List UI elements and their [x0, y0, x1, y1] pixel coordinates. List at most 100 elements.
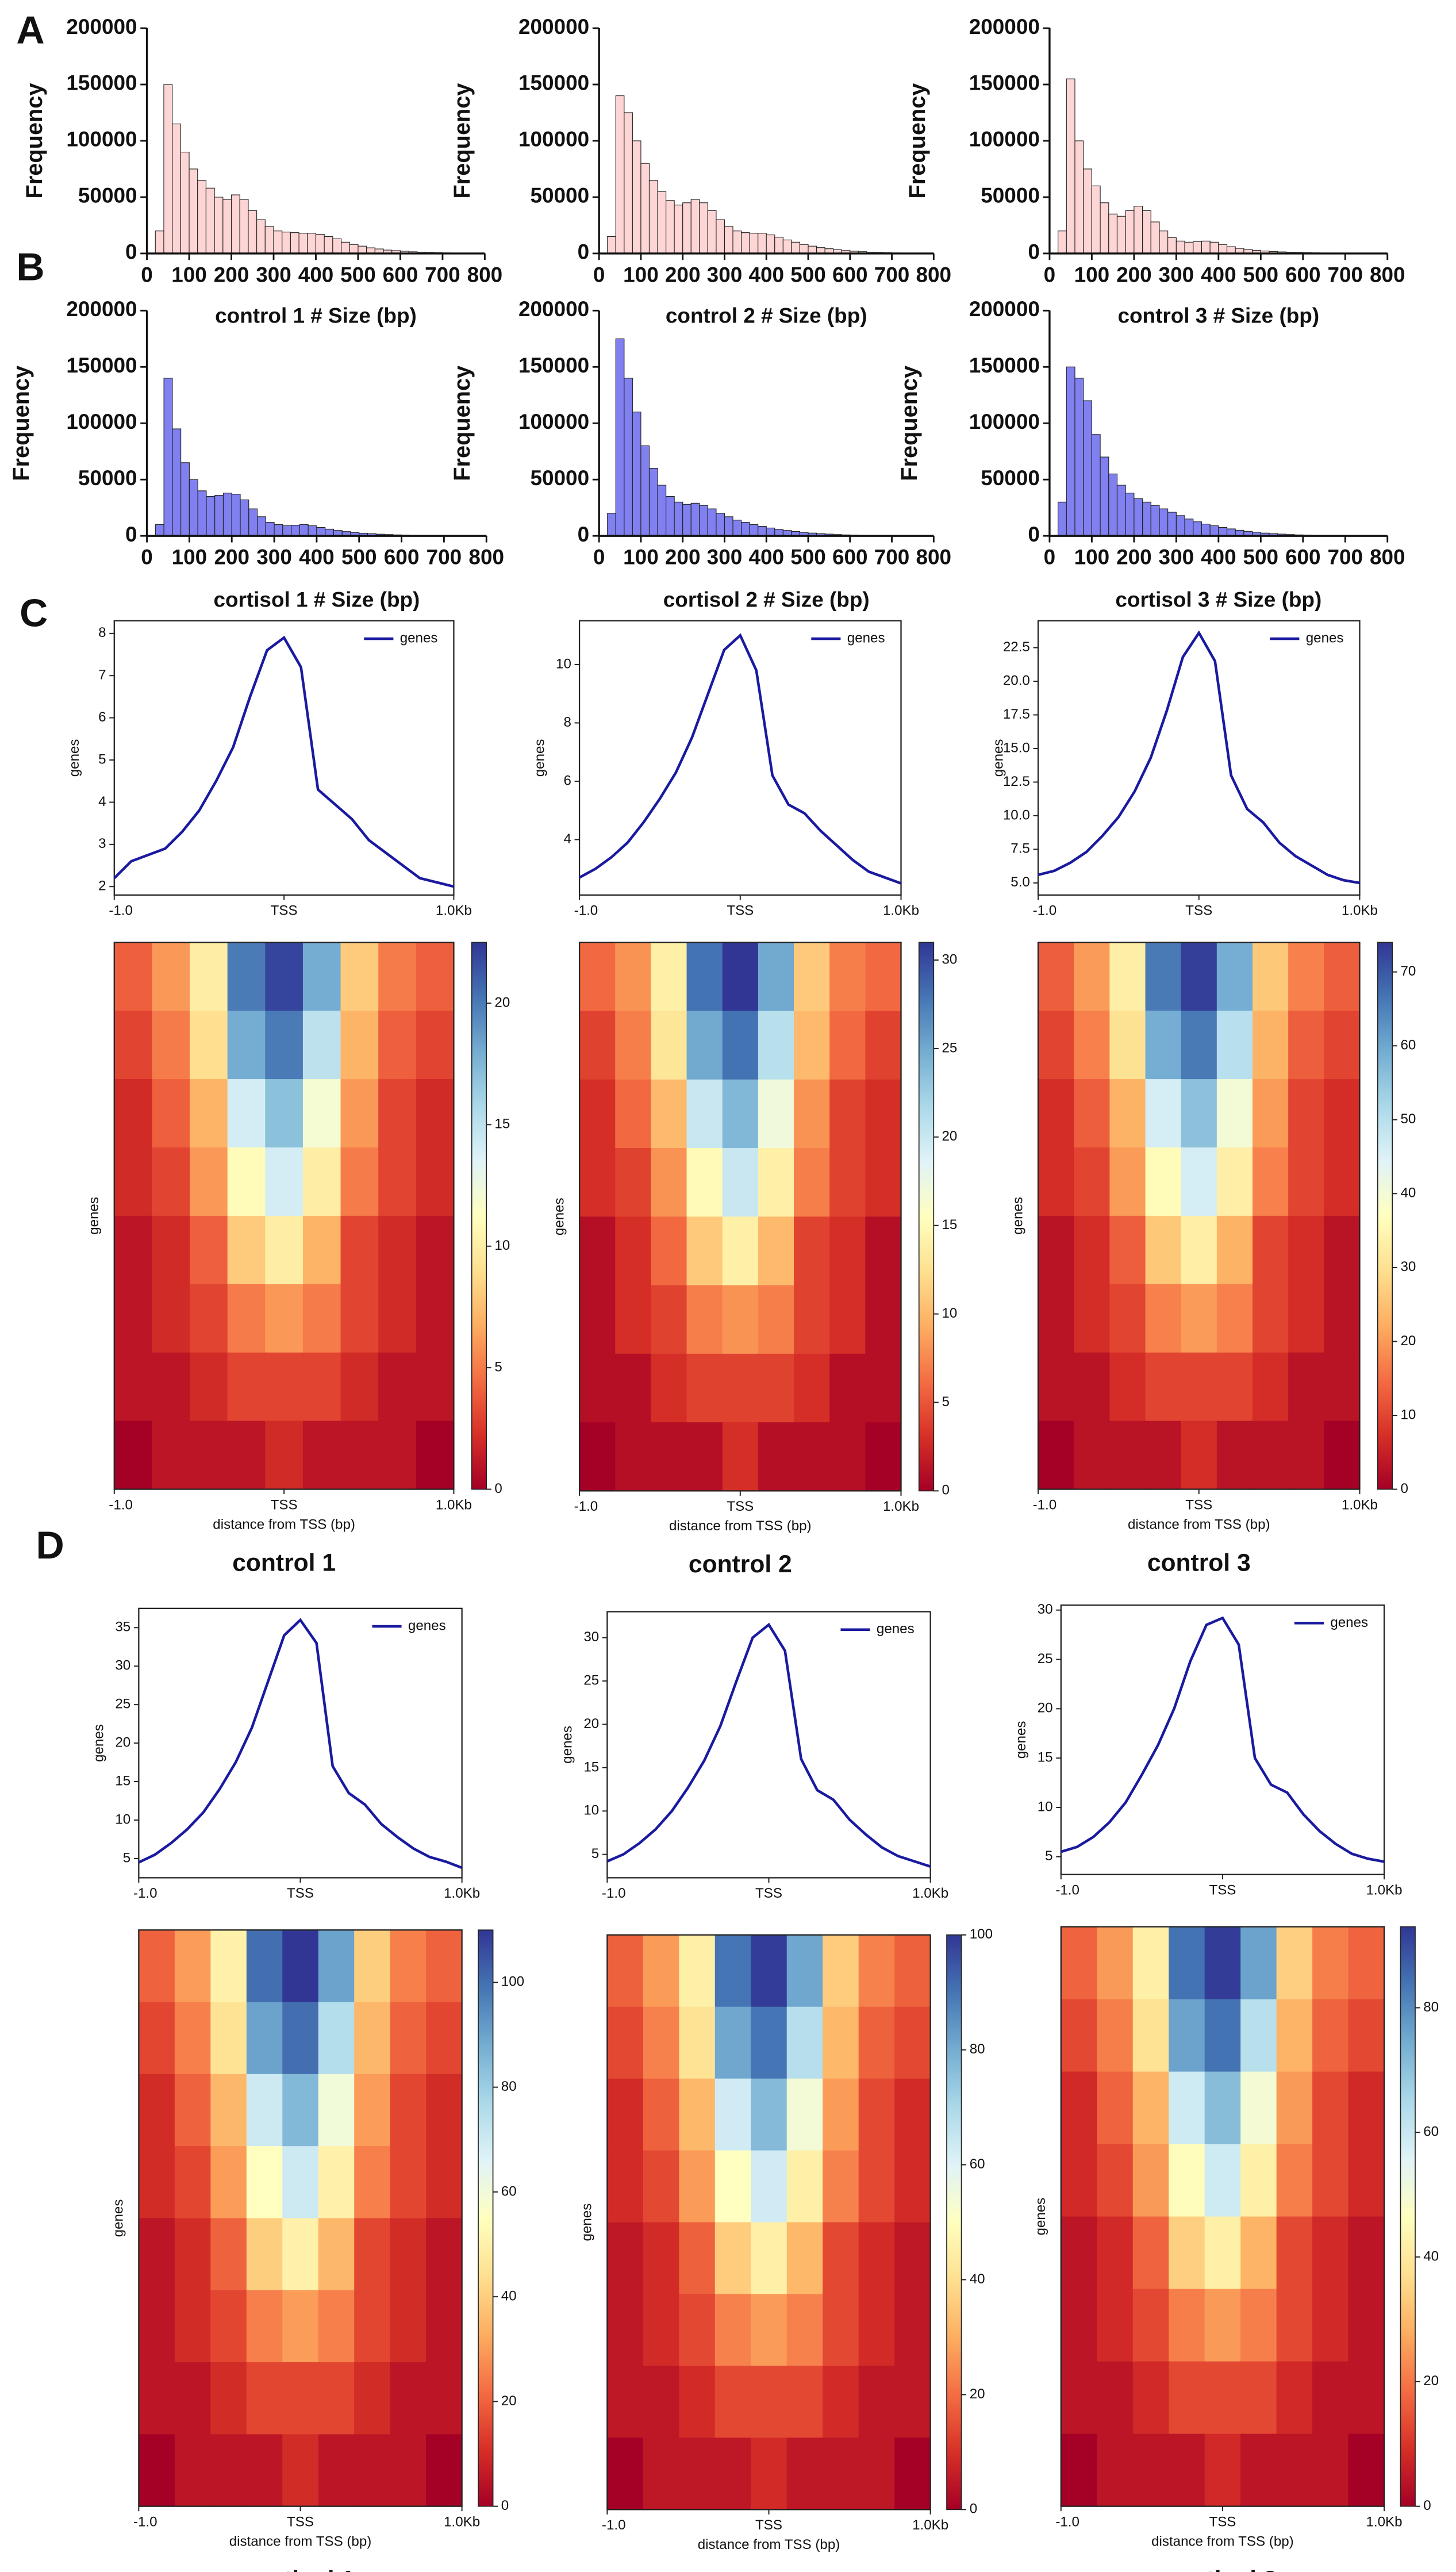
panel-label: B	[16, 245, 44, 289]
heatmap-cell	[1204, 2144, 1242, 2217]
heatmap-cell	[1109, 942, 1146, 1012]
x-tick-label: 0	[1044, 546, 1056, 569]
heatmap-cell	[1097, 2144, 1134, 2217]
colorbar-tick-label: 40	[1423, 2248, 1439, 2264]
x-tick-label: TSS	[287, 2514, 314, 2529]
histogram-bar	[214, 495, 224, 536]
histogram-bar	[256, 219, 266, 254]
heatmap-cell	[210, 2362, 247, 2435]
histogram-bar	[615, 95, 625, 254]
y-tick-label: 6	[563, 773, 571, 788]
heatmap-cell	[1252, 1421, 1289, 1490]
histogram-bar	[298, 233, 308, 254]
x-tick-label: 800	[467, 263, 503, 286]
histogram-bar	[732, 231, 742, 254]
y-tick-label: 12.5	[1003, 774, 1030, 789]
y-tick-label: 10.0	[1003, 807, 1030, 823]
histogram-bar	[206, 496, 216, 536]
histogram-bar	[607, 236, 616, 254]
histogram-bar	[774, 236, 783, 254]
heatmap-cell	[714, 2294, 752, 2367]
x-tick-label: 500	[341, 546, 377, 569]
x-axis-label: control 3 # Size (bp)	[1117, 304, 1319, 327]
heatmap-cell	[1109, 1147, 1146, 1216]
histogram-bar	[1108, 213, 1118, 254]
y-tick-label: 20	[583, 1716, 599, 1732]
colorbar	[1377, 942, 1393, 1490]
histogram-bar	[640, 445, 650, 536]
heatmap-cell	[210, 1930, 247, 2003]
y-tick-label: 10	[115, 1811, 130, 1827]
y-tick-label: 30	[115, 1658, 130, 1673]
histogram-bar	[1218, 527, 1228, 536]
heatmap-cell	[714, 1934, 752, 2007]
heatmap-cell	[1240, 2433, 1277, 2507]
x-tick-label: -1.0	[133, 1886, 157, 1901]
x-tick-label: -1.0	[574, 1499, 598, 1514]
histogram-bar	[1209, 241, 1219, 254]
heatmap-cell	[1288, 1421, 1325, 1490]
histogram-bar	[648, 179, 658, 254]
x-tick-label: 500	[790, 263, 826, 286]
y-axis-label: Frequency	[905, 83, 930, 198]
heatmap-cell	[1348, 1999, 1385, 2072]
colorbar-tick-label: 0	[494, 1481, 502, 1496]
heatmap-cell	[1276, 2289, 1313, 2362]
x-tick-label: 1.0Kb	[1366, 2514, 1403, 2529]
y-tick-label: 5	[98, 751, 106, 767]
heatmap-cell	[858, 2078, 895, 2151]
x-tick-label: 600	[1285, 546, 1321, 569]
y-tick-label: 20.0	[1003, 673, 1030, 688]
heatmap-cell	[1312, 2216, 1349, 2290]
x-axis-label: control 1 # Size (bp)	[215, 304, 417, 327]
heatmap-cell	[354, 2002, 391, 2075]
y-tick-label: 100000	[66, 128, 137, 151]
heatmap-cell	[426, 2074, 463, 2147]
y-tick-label: 200000	[518, 297, 589, 321]
x-tick-label: -1.0	[1055, 1882, 1079, 1898]
y-tick-label: 100000	[518, 410, 589, 433]
y-tick-label: 2	[98, 878, 106, 894]
heatmap-cell	[579, 942, 616, 1012]
y-tick-label: 50000	[981, 466, 1040, 490]
colorbar-tick-label: 50	[1400, 1111, 1416, 1127]
histogram-bar	[1167, 512, 1177, 536]
heatmap-cell	[1288, 1284, 1325, 1353]
heatmap-cell	[865, 1011, 902, 1080]
heatmap-cell	[139, 2074, 175, 2147]
colorbar-tick-label: 20	[501, 2393, 517, 2409]
y-axis-label: Frequency	[450, 83, 475, 198]
x-tick-label: -1.0	[1033, 903, 1057, 919]
heatmap-cell	[282, 2290, 319, 2363]
heatmap-cell	[227, 1079, 266, 1148]
heatmap-cell	[858, 2294, 895, 2367]
x-tick-label: 600	[384, 546, 420, 569]
y-tick-label: 10	[556, 656, 571, 671]
heatmap-cell	[579, 1079, 616, 1149]
histogram-bar	[699, 202, 708, 254]
y-tick-label: 30	[583, 1629, 599, 1645]
histogram-bar	[316, 527, 326, 536]
heatmap-cell	[114, 1215, 153, 1285]
heatmap-cell	[679, 2222, 716, 2295]
x-tick-label: 1.0Kb	[912, 1886, 948, 1901]
x-tick-label: 0	[593, 263, 605, 286]
heatmap-cell	[114, 1352, 153, 1422]
heatmap-cell	[340, 1352, 379, 1422]
heatmap-cell	[246, 2362, 283, 2435]
heatmap-cell	[378, 1011, 417, 1080]
x-axis-label: control 2 # Size (bp)	[666, 304, 867, 327]
colorbar-tick-label: 10	[1400, 1407, 1416, 1422]
y-tick-label: 100000	[969, 410, 1040, 433]
y-axis-label: genes	[990, 739, 1006, 777]
heatmap-cell	[1240, 2361, 1277, 2435]
heatmap-cell	[786, 1934, 824, 2007]
heatmap-cell	[210, 2218, 247, 2291]
heatmap-cell	[282, 2434, 319, 2507]
x-tick-label: 0	[1044, 263, 1056, 286]
heatmap-cell	[1181, 1421, 1217, 1490]
x-tick-label: -1.0	[109, 1497, 133, 1513]
heatmap-cell	[1038, 1011, 1075, 1080]
y-tick-label: 25	[583, 1673, 599, 1688]
histogram-bar	[682, 504, 691, 536]
